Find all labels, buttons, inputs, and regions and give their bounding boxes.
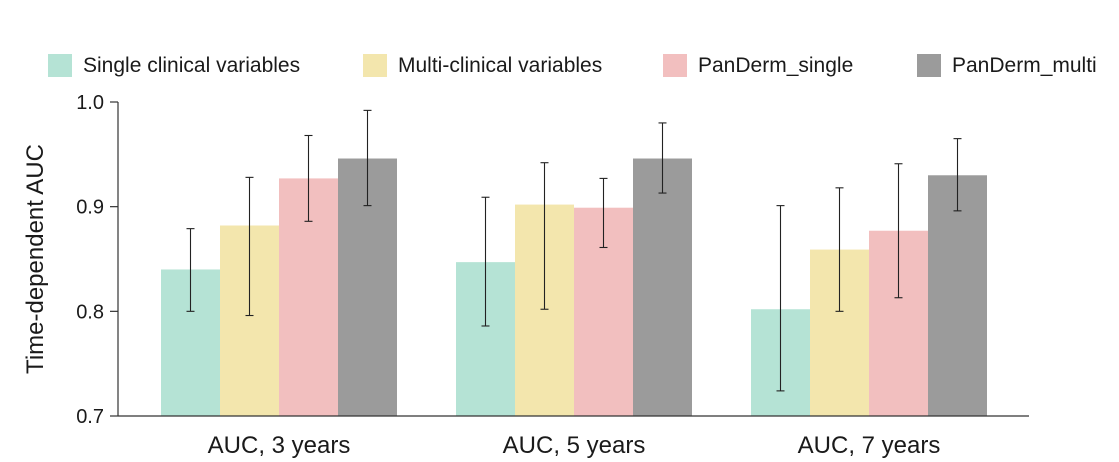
legend-item-panderm-single: PanDerm_single [663, 54, 853, 77]
x-category-label: AUC, 3 years [208, 432, 351, 459]
legend-swatch [363, 54, 387, 77]
y-tick-label: 0.8 [76, 301, 104, 323]
legend-label: Multi-clinical variables [398, 54, 602, 77]
y-tick-label: 0.7 [76, 406, 104, 428]
legend-item-single-clinical-variables: Single clinical variables [48, 54, 300, 77]
y-axis: 0.7 0.8 0.9 1.0 [76, 92, 119, 428]
bars [161, 109, 987, 416]
y-tick-label: 0.9 [76, 197, 104, 219]
bar-panderm-multi [928, 175, 987, 416]
legend-label: PanDerm_multi [952, 54, 1097, 77]
legend-label: Single clinical variables [83, 54, 300, 77]
x-axis: AUC, 3 years AUC, 5 years AUC, 7 years [118, 415, 1029, 459]
x-category-label: AUC, 7 years [798, 432, 941, 459]
bar-group-auc-7-years [751, 138, 987, 416]
legend: Single clinical variables Multi-clinical … [48, 54, 1097, 77]
bar-panderm-multi [633, 158, 692, 416]
legend-item-multi-clinical-variables: Multi-clinical variables [363, 54, 602, 77]
x-category-label: AUC, 5 years [503, 432, 646, 459]
y-axis-label: Time-dependent AUC [22, 144, 49, 374]
legend-label: PanDerm_single [698, 54, 853, 77]
legend-swatch [663, 54, 687, 77]
bar-group-auc-3-years [161, 109, 397, 416]
y-tick-label: 1.0 [76, 92, 104, 114]
bar-group-auc-5-years [456, 122, 692, 416]
legend-swatch [48, 54, 72, 77]
legend-item-panderm-multi: PanDerm_multi [917, 54, 1097, 77]
legend-swatch [917, 54, 941, 77]
